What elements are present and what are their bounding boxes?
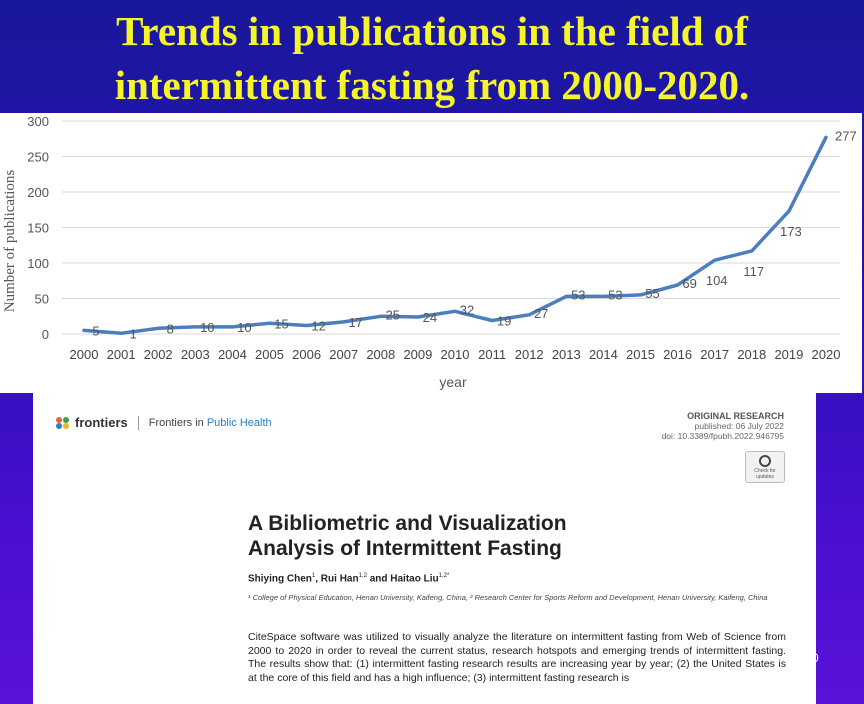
paper-abstract: CiteSpace software was utilized to visua… bbox=[248, 631, 786, 684]
x-tick-label: 2009 bbox=[403, 347, 432, 362]
frontiers-logo-icon bbox=[55, 416, 71, 430]
journal-highlight: Public Health bbox=[206, 416, 272, 429]
check-updates-label: Check for updates bbox=[754, 468, 776, 480]
y-axis-label: Number of publications bbox=[2, 170, 18, 313]
data-label: 27 bbox=[534, 306, 548, 321]
y-tick-label: 150 bbox=[27, 221, 49, 236]
x-tick-label: 2015 bbox=[626, 347, 655, 362]
x-tick-label: 2002 bbox=[144, 347, 173, 362]
x-tick-label: 2010 bbox=[441, 347, 470, 362]
x-tick-label: 2019 bbox=[774, 347, 803, 362]
paper-affiliations: ¹ College of Physical Education, Henan U… bbox=[248, 593, 768, 602]
data-label: 173 bbox=[780, 224, 802, 239]
x-tick-label: 2017 bbox=[700, 347, 729, 362]
data-label: 69 bbox=[682, 276, 696, 291]
journal-prefix: Frontiers in bbox=[148, 416, 207, 429]
data-label: 12 bbox=[311, 318, 325, 333]
check-for-updates-badge[interactable]: Check for updates bbox=[745, 451, 785, 483]
x-tick-label: 2018 bbox=[737, 347, 766, 362]
x-tick-label: 2003 bbox=[181, 347, 210, 362]
journal-name: Frontiers in Public Health bbox=[149, 417, 272, 429]
data-label: 277 bbox=[835, 128, 857, 143]
data-label: 17 bbox=[348, 315, 362, 330]
y-tick-label: 200 bbox=[27, 185, 49, 200]
data-label: 10 bbox=[200, 320, 214, 335]
data-label: 55 bbox=[645, 286, 659, 301]
data-label: 10 bbox=[237, 320, 251, 335]
x-axis-label: year bbox=[439, 374, 467, 390]
x-tick-label: 2016 bbox=[663, 347, 692, 362]
chart-svg: 0 50 100 150 200 250 300 2000 2001 2002 2003 2004 2… bbox=[2, 114, 857, 390]
author-3: and Haitao Liu bbox=[366, 573, 439, 585]
data-label: 104 bbox=[706, 273, 728, 288]
x-tick-label: 2008 bbox=[366, 347, 395, 362]
paper-title-line2: Analysis of Intermittent Fasting bbox=[248, 537, 562, 560]
x-tick-label: 2000 bbox=[70, 347, 99, 362]
data-label: 1 bbox=[129, 326, 136, 341]
article-type: ORIGINAL RESEARCH bbox=[687, 411, 784, 421]
author-1-sup: 1 bbox=[311, 573, 316, 579]
y-tick-label: 0 bbox=[42, 327, 49, 342]
y-tick-label: 100 bbox=[27, 256, 49, 271]
data-label: 19 bbox=[497, 314, 511, 329]
x-tick-label: 2006 bbox=[292, 347, 321, 362]
data-label: 117 bbox=[743, 264, 764, 279]
doi: doi: 10.3389/fpubh.2022.946795 bbox=[661, 431, 784, 441]
slide-title-line2: intermittent fasting from 2000-2020. bbox=[114, 62, 750, 108]
data-label: 53 bbox=[571, 287, 585, 302]
paper-title: A Bibliometric and Visualization Analysi… bbox=[248, 511, 768, 561]
y-tick-label: 50 bbox=[35, 292, 49, 307]
x-tick-label: 2001 bbox=[107, 347, 136, 362]
x-tick-label: 2013 bbox=[552, 347, 581, 362]
x-tick-label: 2012 bbox=[515, 347, 544, 362]
slide-title-line1: Trends in publications in the field of bbox=[116, 8, 748, 54]
header-divider bbox=[137, 415, 139, 430]
frontiers-brand: frontiers bbox=[75, 415, 128, 430]
y-tick-label: 300 bbox=[27, 114, 49, 129]
paper-preview: frontiers Frontiers in Public Health ORI… bbox=[33, 393, 816, 704]
publication-trend-chart: 0 50 100 150 200 250 300 2000 2001 2002 2003 2004 2… bbox=[0, 113, 862, 393]
author-2-sup: 1,2 bbox=[358, 573, 367, 579]
author-3-sup: 1,2* bbox=[438, 573, 450, 579]
x-tick-label: 2020 bbox=[812, 347, 841, 362]
data-label: 15 bbox=[274, 316, 288, 331]
x-tick-label: 2011 bbox=[478, 347, 506, 362]
data-label: 32 bbox=[460, 302, 474, 317]
published-date: published: 06 July 2022 bbox=[694, 421, 784, 431]
x-tick-label: 2005 bbox=[255, 347, 284, 362]
check-updates-icon bbox=[759, 455, 771, 467]
slide-title: Trends in publications in the field of i… bbox=[0, 4, 864, 112]
paper-meta: ORIGINAL RESEARCH published: 06 July 202… bbox=[662, 411, 784, 441]
x-tick-label: 2014 bbox=[589, 347, 618, 362]
paper-authors: Shiying Chen1, Rui Han1,2 and Haitao Liu… bbox=[248, 573, 449, 584]
paper-title-line1: A Bibliometric and Visualization bbox=[248, 512, 567, 535]
data-label: 24 bbox=[423, 310, 437, 325]
data-label: 8 bbox=[167, 321, 174, 336]
author-1: Shiying Chen bbox=[248, 573, 312, 585]
slide-page-number: 0 bbox=[812, 651, 819, 665]
author-2: , Rui Han bbox=[315, 573, 359, 585]
y-tick-label: 250 bbox=[27, 150, 49, 165]
data-label: 25 bbox=[386, 307, 400, 322]
series-line bbox=[82, 135, 828, 336]
paper-header: frontiers Frontiers in Public Health bbox=[55, 415, 272, 430]
data-label: 5 bbox=[92, 323, 99, 338]
data-label: 53 bbox=[608, 287, 622, 302]
x-tick-label: 2004 bbox=[218, 347, 247, 362]
x-tick-label: 2007 bbox=[329, 347, 358, 362]
